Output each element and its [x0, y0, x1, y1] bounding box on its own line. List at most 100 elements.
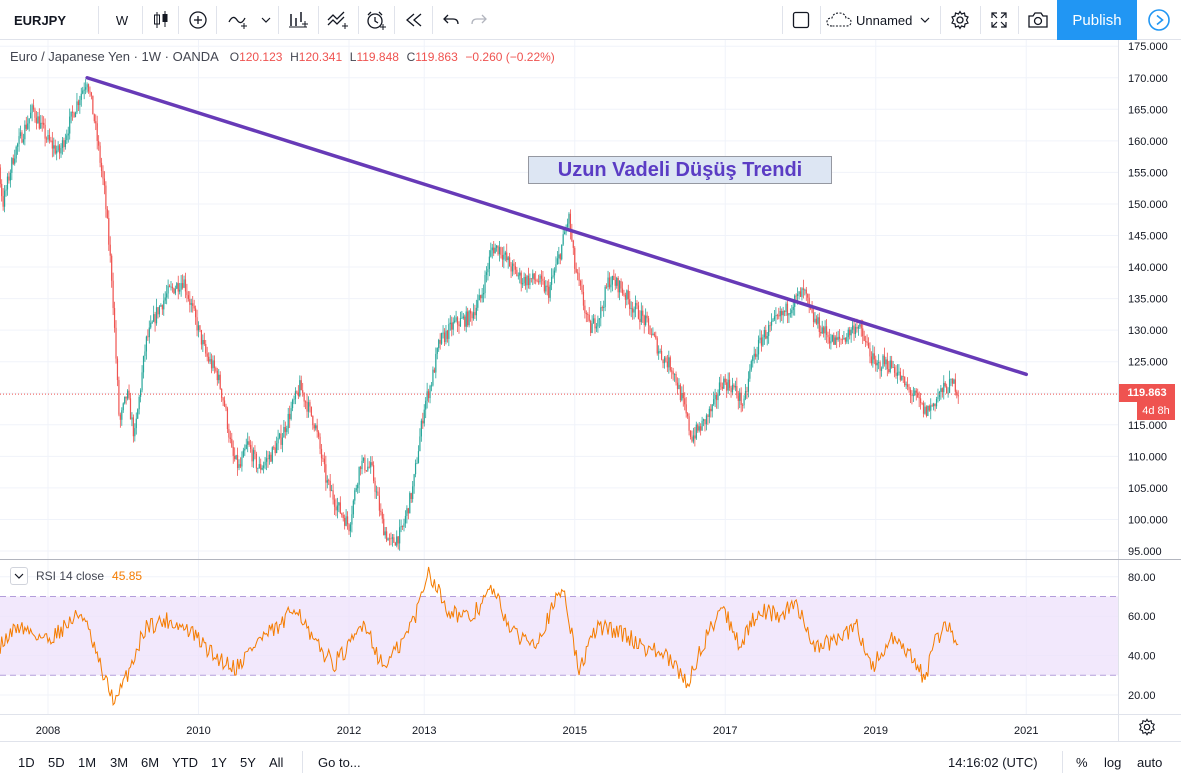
settings-gear-icon[interactable] — [944, 0, 976, 40]
symbol-search-button[interactable]: EURJPY — [14, 12, 67, 28]
candle-body — [438, 340, 440, 348]
candle-body — [167, 285, 169, 294]
range-1y[interactable]: 1Y — [211, 754, 227, 770]
y-tick-label: 130.000 — [1128, 325, 1168, 337]
replay-icon[interactable] — [400, 0, 428, 40]
candle-body — [335, 506, 337, 511]
alert-clock-icon[interactable] — [362, 0, 390, 40]
candle-body — [956, 391, 958, 396]
candle-body — [592, 318, 595, 324]
candle-body — [300, 380, 302, 391]
range-6m[interactable]: 6M — [141, 754, 160, 770]
x-tick-label: 2017 — [713, 725, 737, 737]
play-icon[interactable] — [1137, 0, 1181, 40]
candle-body — [449, 322, 451, 325]
candle-body — [678, 384, 680, 389]
candle-body — [186, 291, 188, 296]
candle-body — [621, 288, 624, 294]
indicators-icon[interactable] — [222, 0, 258, 40]
candle-body — [293, 399, 295, 401]
candle-body — [637, 305, 640, 319]
candle-body — [90, 92, 93, 96]
candle-body — [241, 457, 243, 467]
interval-button[interactable]: W — [115, 12, 129, 28]
candle-body — [668, 357, 670, 368]
series-title[interactable]: Euro / Japanese Yen · 1W · OANDA — [10, 49, 219, 64]
candle-body — [870, 356, 873, 364]
redo-icon[interactable] — [466, 0, 492, 40]
range-5y[interactable]: 5Y — [240, 754, 256, 770]
candle-body — [905, 384, 907, 386]
candle-body — [581, 285, 583, 292]
x-tick-label: 2013 — [412, 725, 436, 737]
add-compare-icon[interactable] — [184, 0, 212, 40]
candle-body — [205, 344, 207, 354]
fullscreen-icon[interactable] — [984, 0, 1014, 40]
candle-body — [946, 386, 948, 393]
toolbar-divider — [216, 6, 217, 34]
layout-name-button[interactable]: Unnamed — [826, 0, 938, 40]
candle-body — [687, 413, 689, 417]
candle-body — [27, 123, 29, 129]
range-1m[interactable]: 1M — [78, 754, 97, 770]
range-5d[interactable]: 5D — [48, 754, 65, 770]
candle-body — [270, 454, 272, 462]
candle-body — [720, 382, 722, 387]
candle-body — [283, 426, 285, 438]
percent-toggle[interactable]: % — [1076, 754, 1088, 770]
y-tick-label: 95.000 — [1128, 546, 1162, 558]
chevron-down-icon[interactable] — [258, 0, 274, 40]
range-ytd[interactable]: YTD — [172, 754, 198, 770]
camera-icon[interactable] — [1022, 0, 1054, 40]
candle-body — [378, 495, 380, 511]
collapse-chevron-icon[interactable] — [10, 567, 28, 585]
candle-body — [642, 310, 644, 316]
utc-clock[interactable]: 14:16:02 (UTC) — [948, 754, 1038, 770]
candle-body — [315, 425, 317, 429]
candle-body — [850, 329, 852, 336]
publish-button[interactable]: Publish — [1057, 0, 1137, 40]
rsi-value: 45.85 — [112, 569, 143, 583]
candles-style-icon[interactable] — [146, 0, 176, 40]
candle-body — [228, 429, 230, 438]
rsi-label[interactable]: RSI 14 close — [36, 569, 105, 583]
chart-canvas[interactable]: 95.000100.000105.000110.000115.000120.00… — [0, 40, 1181, 741]
trendline[interactable] — [85, 76, 1028, 377]
candle-body — [634, 303, 637, 310]
candle-body — [918, 397, 920, 399]
candle-body — [5, 189, 7, 191]
candle-body — [920, 398, 922, 403]
candle-body — [909, 389, 912, 396]
candle-body — [935, 399, 938, 407]
candle-body — [750, 361, 752, 370]
candle-body — [245, 444, 247, 449]
candle-body — [229, 437, 231, 439]
candle-body — [436, 347, 438, 354]
trend-annotation-label[interactable]: Uzun Vadeli Düşüş Trendi — [528, 156, 832, 184]
candle-body — [710, 408, 712, 412]
candle-body — [759, 337, 761, 340]
candle-body — [948, 379, 951, 393]
candle-body — [866, 341, 868, 344]
goto-button[interactable]: Go to... — [318, 754, 361, 770]
toolbar-divider — [142, 6, 143, 34]
candle-body — [545, 285, 547, 292]
candle-body — [160, 305, 162, 307]
open-label: O — [229, 50, 240, 64]
candle-body — [902, 376, 904, 377]
auto-toggle[interactable]: auto — [1137, 754, 1163, 770]
fullscreen-layout-icon[interactable] — [786, 0, 816, 40]
candle-body — [838, 336, 841, 339]
candle-body — [789, 313, 791, 315]
candle-body — [561, 244, 563, 260]
range-3m[interactable]: 3M — [110, 754, 129, 770]
range-1d[interactable]: 1D — [18, 754, 35, 770]
undo-icon[interactable] — [438, 0, 464, 40]
candle-body — [773, 316, 776, 320]
log-toggle[interactable]: log — [1104, 754, 1122, 770]
candle-body — [490, 250, 492, 257]
range-all[interactable]: All — [269, 754, 284, 770]
financials-icon[interactable] — [282, 0, 314, 40]
compare-symbols-icon[interactable] — [322, 0, 354, 40]
axis-settings-gear-icon[interactable] — [1138, 718, 1158, 738]
